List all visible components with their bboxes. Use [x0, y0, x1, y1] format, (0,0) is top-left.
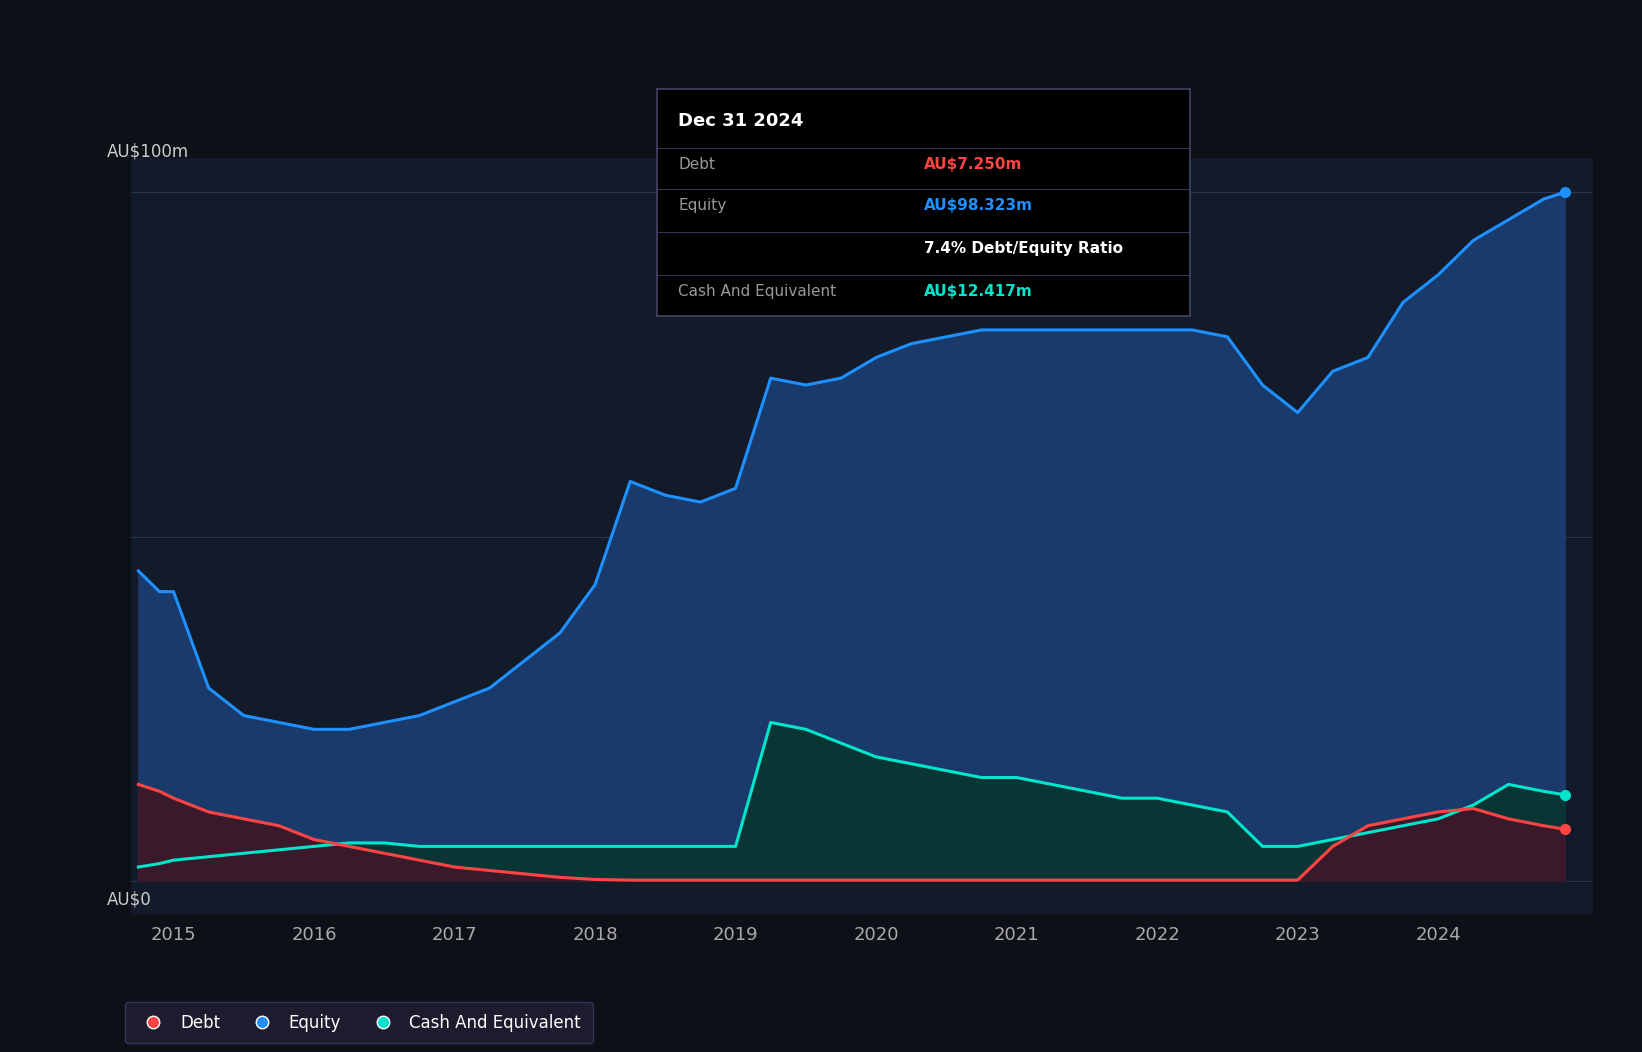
- Text: AU$7.250m: AU$7.250m: [924, 158, 1021, 173]
- Text: Cash And Equivalent: Cash And Equivalent: [678, 284, 836, 299]
- Text: AU$12.417m: AU$12.417m: [924, 284, 1033, 299]
- Text: Dec 31 2024: Dec 31 2024: [678, 113, 803, 130]
- Text: 7.4% Debt/Equity Ratio: 7.4% Debt/Equity Ratio: [924, 241, 1123, 256]
- Text: AU$100m: AU$100m: [107, 142, 189, 161]
- Text: AU$98.323m: AU$98.323m: [924, 198, 1033, 213]
- Text: AU$0: AU$0: [107, 890, 151, 909]
- Text: Debt: Debt: [678, 158, 716, 173]
- Text: Equity: Equity: [678, 198, 726, 213]
- Legend: Debt, Equity, Cash And Equivalent: Debt, Equity, Cash And Equivalent: [125, 1002, 593, 1044]
